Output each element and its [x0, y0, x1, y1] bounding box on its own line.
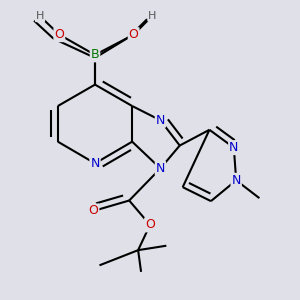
Text: N: N — [232, 174, 241, 187]
Text: N: N — [156, 162, 165, 175]
Text: N: N — [229, 141, 239, 154]
Text: O: O — [54, 28, 64, 41]
Text: N: N — [90, 157, 100, 170]
Text: O: O — [129, 28, 139, 41]
Text: O: O — [145, 218, 155, 231]
Text: O: O — [88, 204, 98, 218]
Text: B: B — [91, 48, 99, 62]
Text: H: H — [148, 11, 157, 21]
Text: H: H — [36, 11, 44, 21]
Text: N: N — [156, 114, 165, 127]
